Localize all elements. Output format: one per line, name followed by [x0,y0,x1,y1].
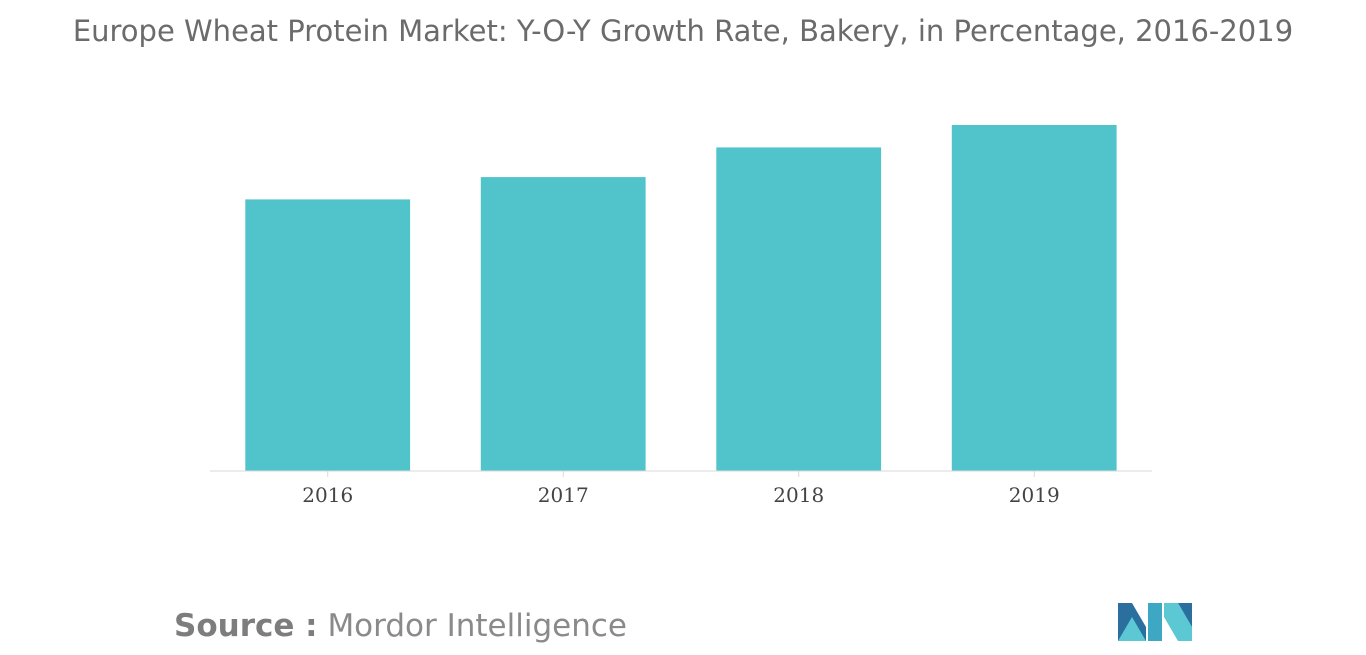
ticks-layer: 2016 2017 2018 2019 [302,471,1060,507]
source-label: Source : [174,608,318,644]
x-tick-label-2016: 2016 [302,483,353,507]
chart-title: Europe Wheat Protein Market: Y-O-Y Growt… [72,14,1294,48]
source-text: Mordor Intelligence [327,608,627,644]
bar-2019 [951,125,1117,471]
x-tick-label-2017: 2017 [538,483,589,507]
bars-layer [245,125,1117,471]
x-tick-label-2019: 2019 [1009,483,1060,507]
bar-2018 [716,147,882,471]
source-note: Source : Mordor Intelligence [174,608,627,644]
mordor-intelligence-logo-icon [1118,603,1192,646]
bar-2017 [480,177,646,471]
bar-2016 [245,199,411,471]
x-tick-label-2018: 2018 [773,483,824,507]
